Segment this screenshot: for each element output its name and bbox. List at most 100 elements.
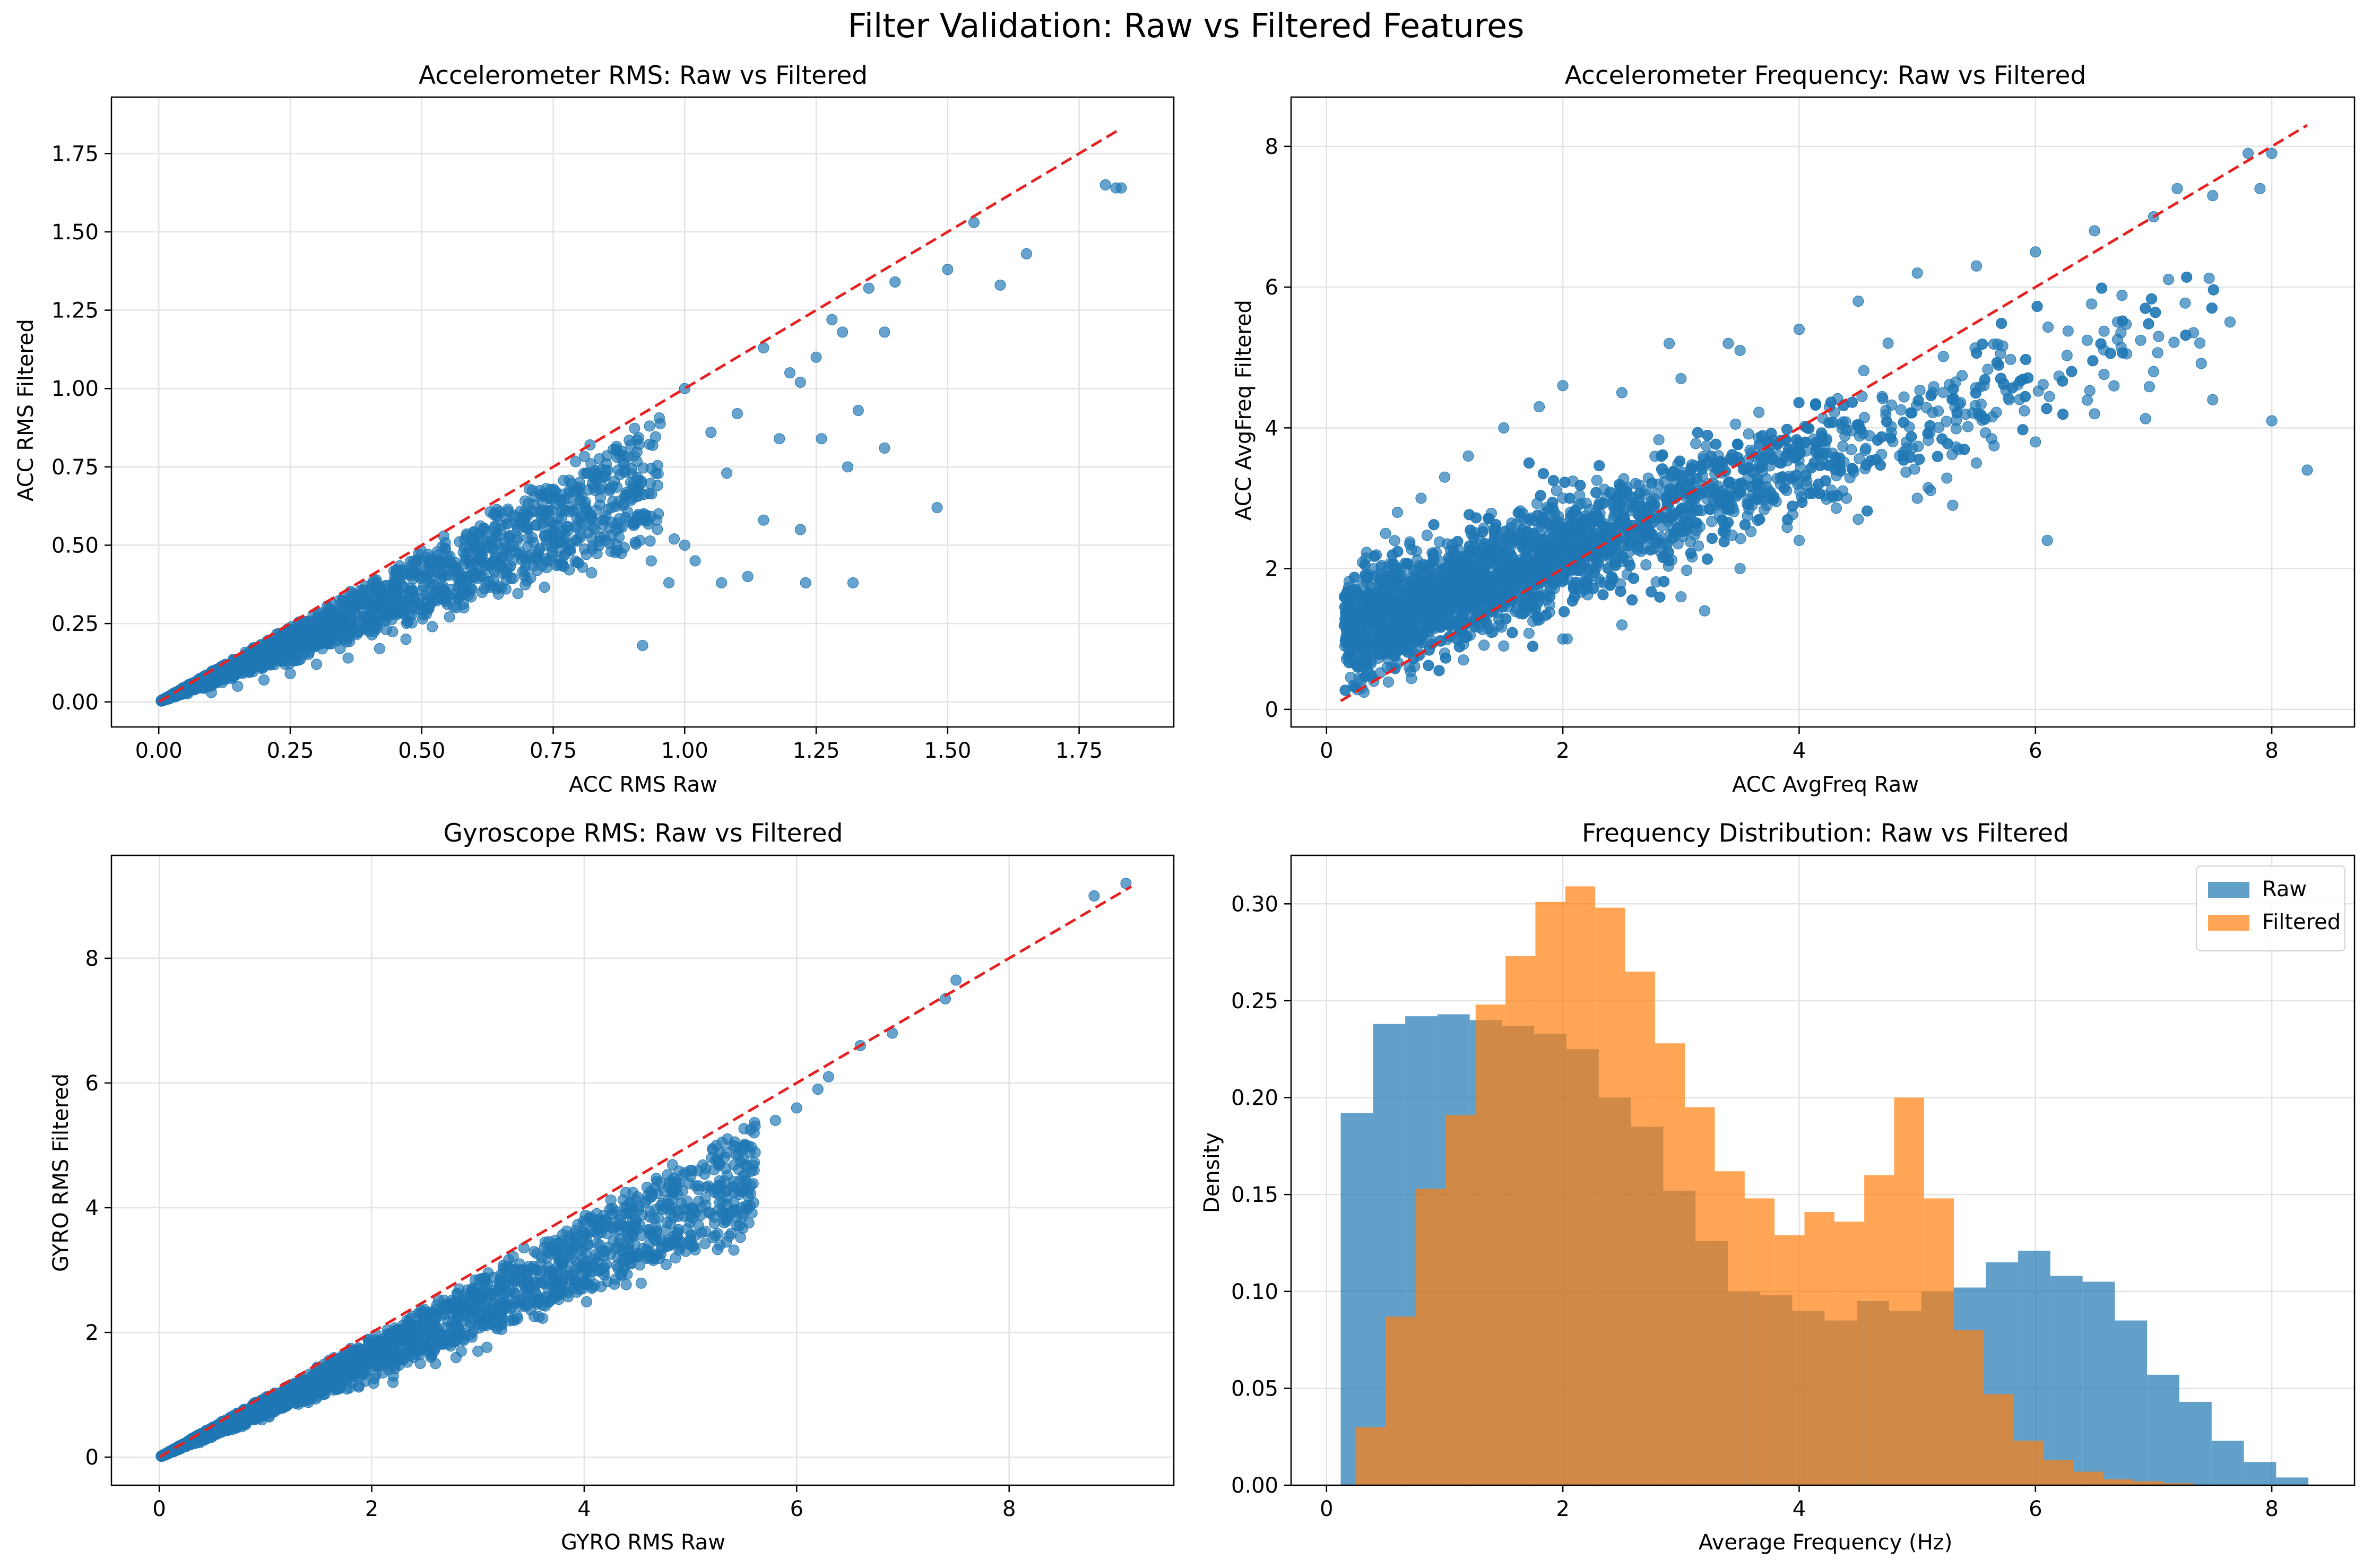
scatter-point [258,674,270,686]
scatter-point [1923,482,1934,493]
scatter-point [2066,366,2077,377]
scatter-point [381,599,393,610]
scatter-point [1523,457,1535,469]
scatter-point [1389,535,1400,547]
scatter-point [620,512,631,523]
scatter-point [1787,500,1798,512]
scatter-point [573,557,584,569]
scatter-point [1512,507,1524,519]
scatter-point [1410,545,1422,557]
scatter-point [1661,538,1673,549]
scatter-point [479,542,491,553]
scatter-point [1898,417,1909,428]
scatter-point [1701,440,1712,452]
scatter-point [540,530,551,541]
x-tick-label: 0.50 [398,739,445,763]
y-tick-label: 1.00 [51,377,99,401]
scatter-point [2143,318,2154,330]
scatter-point [2168,336,2180,348]
scatter-point [311,659,323,670]
scatter-point [477,586,488,598]
scatter-point [337,608,349,620]
scatter-point [1914,385,1926,396]
scatter-point [1858,365,1869,377]
scatter-point [258,646,270,657]
figure-suptitle: Filter Validation: Raw vs Filtered Featu… [848,6,1525,45]
scatter-point [1681,565,1693,576]
scatter-point [847,577,859,588]
scatter-point [2181,271,2193,283]
scatter-point [2061,350,2073,361]
scatter-point [1115,182,1127,194]
scatter-point [1876,391,1888,402]
scatter-point [1886,399,1898,411]
scatter-point [1957,370,1968,382]
scatter-point [2003,394,2015,405]
scatter-point [1657,552,1669,564]
scatter-point [315,636,327,648]
scatter-point [469,539,480,551]
scatter-point [1690,438,1702,449]
scatter-point [1898,391,1910,403]
scatter-point [1882,337,1894,349]
y-tick-label: 1.25 [51,299,99,323]
scatter-point [2144,381,2155,393]
scatter-point [1527,640,1539,652]
scatter-point [334,643,346,654]
scatter-point [406,617,418,629]
scatter-point [2140,413,2151,425]
scatter-point [2084,385,2096,396]
scatter-point [581,467,592,479]
scatter-point [297,649,309,661]
scatter-point [633,439,645,451]
scatter-point [1840,416,1851,428]
scatter-point [644,535,656,547]
panel-acc-freq-xlabel: ACC AvgFreq Raw [1732,773,1919,797]
scatter-point [387,626,399,638]
scatter-point [532,565,543,576]
scatter-point [400,634,412,645]
scatter-point [1933,405,1944,417]
scatter-point [716,577,728,588]
scatter-point [457,588,469,600]
scatter-point [2044,391,2055,402]
scatter-point [548,492,559,504]
scatter-point [1339,685,1351,696]
scatter-point [512,588,524,600]
scatter-point [1996,317,2007,329]
scatter-point [1937,351,1949,362]
scatter-point [1941,472,1953,484]
scatter-point [458,602,470,614]
scatter-point [1988,338,1999,350]
scatter-point [492,539,504,551]
scatter-point [574,477,585,488]
scatter-point [1458,654,1469,666]
scatter-point [653,412,665,424]
scatter-point [679,539,690,551]
scatter-point [594,492,606,504]
scatter-point [2005,353,2016,365]
scatter-point [689,555,701,567]
scatter-point [2081,334,2093,346]
scatter-point [442,555,454,567]
scatter-point [2180,330,2192,341]
scatter-point [1464,509,1475,521]
scatter-point [1820,475,1831,487]
scatter-point [1885,432,1897,444]
scatter-point [629,422,640,434]
scatter-point [391,609,402,621]
scatter-point [1743,428,1754,440]
scatter-point [1020,248,1032,259]
scatter-point [1434,536,1445,548]
scatter-point [605,545,617,557]
x-tick-label: 1.00 [661,739,708,763]
scatter-point [652,460,663,471]
scatter-point [968,216,980,228]
scatter-point [637,639,648,651]
scatter-point [344,636,356,647]
scatter-point [363,626,375,637]
scatter-point [455,578,466,590]
scatter-point [942,264,954,275]
scatter-point [512,534,523,546]
scatter-point [1657,463,1668,475]
